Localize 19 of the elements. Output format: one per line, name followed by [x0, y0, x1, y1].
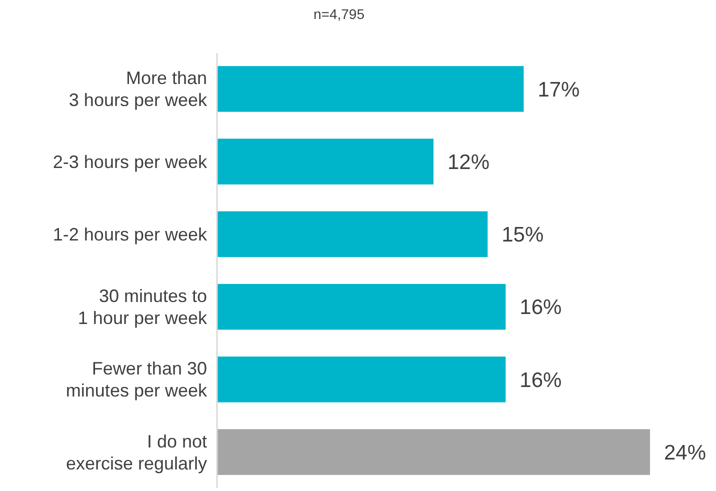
data-label: 15% [502, 224, 544, 247]
chart-title: n=4,795 [314, 6, 365, 22]
data-label: 17% [538, 78, 580, 102]
y-tick-label: 2-3 hours per week [52, 152, 208, 172]
y-tick-label: 1-2 hours per week [52, 224, 208, 244]
y-tick-label: More than 3 hours per week [68, 68, 208, 110]
data-label: 12% [448, 150, 490, 174]
bar [217, 429, 650, 475]
data-label: 16% [520, 296, 562, 320]
y-tick-label: Fewer than 30 minutes per week [66, 358, 208, 401]
bar [217, 356, 506, 402]
bar [217, 138, 434, 184]
y-tick-label: 30 minutes to 1 hour per week [78, 286, 208, 328]
bar [217, 284, 506, 330]
data-label: 24% [664, 441, 706, 464]
data-label: 16% [520, 368, 562, 392]
bar [217, 66, 524, 112]
bar [217, 211, 488, 258]
y-tick-label: I do not exercise regularly [66, 431, 207, 474]
